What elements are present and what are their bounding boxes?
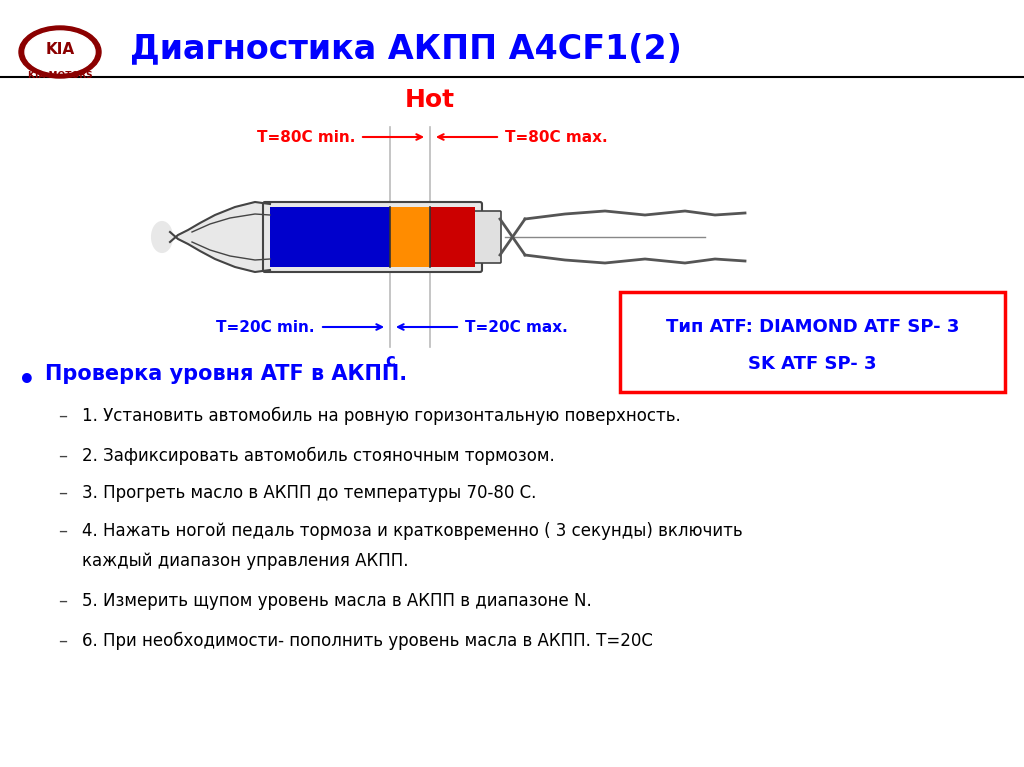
Bar <box>270 207 390 267</box>
Ellipse shape <box>25 31 95 73</box>
Text: T=20C max.: T=20C max. <box>465 320 567 334</box>
Text: –: – <box>58 592 67 610</box>
Text: KIA: KIA <box>45 41 75 57</box>
Text: 5. Измерить щупом уровень масла в АКПП в диапазоне N.: 5. Измерить щупом уровень масла в АКПП в… <box>82 592 592 610</box>
Text: Hot: Hot <box>404 88 455 112</box>
Text: Диагностика АКПП А4СF1(2): Диагностика АКПП А4СF1(2) <box>130 32 682 65</box>
Text: T=80C min.: T=80C min. <box>257 130 355 144</box>
Text: 3. Прогреть масло в АКПП до температуры 70-80 С.: 3. Прогреть масло в АКПП до температуры … <box>82 484 537 502</box>
Text: 1. Установить автомобиль на ровную горизонтальную поверхность.: 1. Установить автомобиль на ровную гориз… <box>82 407 681 425</box>
Polygon shape <box>170 202 270 272</box>
Text: 4. Нажать ногой педаль тормоза и кратковременно ( 3 секунды) включить: 4. Нажать ногой педаль тормоза и кратков… <box>82 522 742 540</box>
Text: T=20C min.: T=20C min. <box>216 320 315 334</box>
Text: T=80C max.: T=80C max. <box>505 130 607 144</box>
Text: KIA MOTORS: KIA MOTORS <box>28 71 92 81</box>
Text: c: c <box>385 352 395 370</box>
FancyBboxPatch shape <box>474 211 501 263</box>
Text: –: – <box>58 407 67 425</box>
Text: •: • <box>18 367 36 395</box>
Text: 6. При необходимости- пополнить уровень масла в АКПП. Т=20С: 6. При необходимости- пополнить уровень … <box>82 632 653 650</box>
Text: SK ATF SP- 3: SK ATF SP- 3 <box>749 355 877 373</box>
Bar <box>620 292 1005 392</box>
Text: –: – <box>58 632 67 650</box>
Ellipse shape <box>19 26 101 78</box>
Ellipse shape <box>152 222 172 252</box>
FancyBboxPatch shape <box>263 202 482 272</box>
Text: –: – <box>58 447 67 465</box>
Text: каждый диапазон управления АКПП.: каждый диапазон управления АКПП. <box>82 552 409 570</box>
Text: Тип ATF: DIAMOND ATF SP- 3: Тип ATF: DIAMOND ATF SP- 3 <box>666 318 959 336</box>
Text: –: – <box>58 522 67 540</box>
Text: Проверка уровня ATF в АКПП.: Проверка уровня ATF в АКПП. <box>45 364 408 384</box>
Text: –: – <box>58 484 67 502</box>
Text: 2. Зафиксировать автомобиль стояночным тормозом.: 2. Зафиксировать автомобиль стояночным т… <box>82 447 555 466</box>
Bar <box>430 207 475 267</box>
Bar <box>390 207 430 267</box>
